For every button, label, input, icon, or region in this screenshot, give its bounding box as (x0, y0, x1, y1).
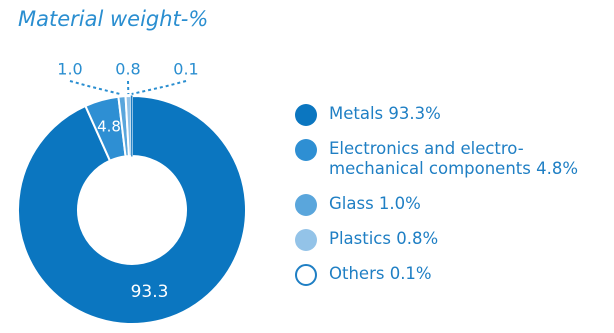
legend-item-plastics: Plastics 0.8% (295, 229, 611, 251)
legend-label-plastics: Plastics 0.8% (329, 229, 439, 248)
legend-swatch-others (295, 264, 317, 286)
legend-item-glass: Glass 1.0% (295, 194, 611, 216)
data-label-electronics: 4.8 (97, 118, 121, 136)
chart-title: Material weight-% (18, 7, 209, 31)
leader-line-others (131, 80, 187, 95)
legend-swatch-glass (295, 194, 317, 216)
leader-line-glass (69, 80, 123, 96)
data-label-metals: 93.3 (131, 282, 169, 302)
legend-swatch-electronics (295, 139, 317, 161)
donut-slice-others (130, 95, 133, 157)
data-label-glass: 1.0 (57, 60, 82, 79)
legend-item-others: Others 0.1% (295, 264, 611, 286)
legend-label-electronics-line2: mechanical components 4.8% (329, 159, 579, 178)
legend-label-electronics-line1: Electronics and electro- (329, 139, 524, 158)
legend-item-metals: Metals 93.3% (295, 104, 611, 126)
legend-swatch-metals (295, 104, 317, 126)
donut-slice-metals (17, 94, 247, 325)
legend-label-glass: Glass 1.0% (329, 194, 421, 213)
legend-label-others: Others 0.1% (329, 264, 432, 283)
legend-swatch-plastics (295, 229, 317, 251)
data-label-plastics: 0.8 (115, 60, 140, 79)
legend-label-metals: Metals 93.3% (329, 104, 441, 123)
legend-item-electronics: Electronics and electro- mechanical comp… (295, 139, 611, 179)
data-label-others: 0.1 (173, 60, 198, 79)
chart-legend: Metals 93.3% Electronics and electro- me… (295, 104, 611, 299)
